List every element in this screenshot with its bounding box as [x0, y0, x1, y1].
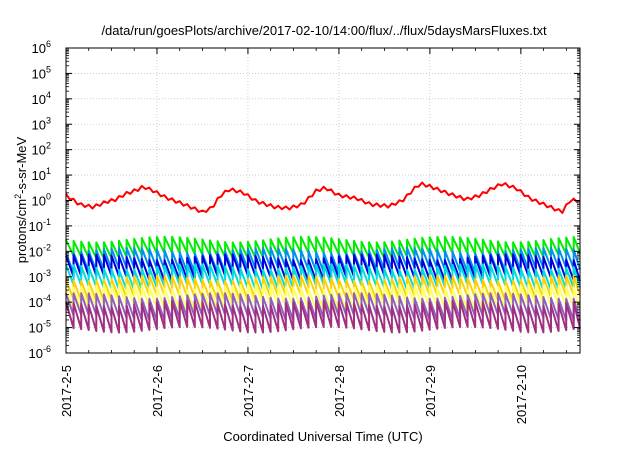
y-tick-exponent: 2 — [46, 141, 51, 151]
y-tick-label: 106 — [32, 39, 51, 56]
y-tick-exponent: 5 — [46, 64, 51, 74]
y-tick-exponent: 3 — [46, 115, 51, 125]
y-axis-title-post: -s-sr-MeV — [14, 136, 29, 193]
x-tick-label: 2017-2-5 — [59, 365, 74, 417]
y-tick-exponent: -5 — [43, 319, 51, 329]
x-tick-label: 2017-2-6 — [150, 365, 165, 417]
y-tick-labels: 10-610-510-410-310-210-11001011021031041… — [29, 39, 51, 361]
y-tick-exponent: 0 — [46, 192, 51, 202]
x-axis-title: Coordinated Universal Time (UTC) — [223, 429, 422, 444]
x-tick-labels: 2017-2-5 2017-2-6 2017-2-7 2017-2-8 2017-2-9… — [59, 365, 529, 424]
y-tick-label: 10-6 — [29, 344, 51, 361]
series-line-1 — [65, 235, 581, 260]
series-line-5 — [65, 274, 581, 302]
x-tick-label: 2017-2-7 — [241, 365, 256, 417]
y-tick-label: 102 — [32, 141, 51, 158]
y-tick-label: 10-1 — [29, 217, 51, 234]
y-tick-exponent: 1 — [46, 166, 51, 176]
series-line-0 — [65, 181, 579, 214]
data-series — [65, 181, 581, 334]
x-tick-label: 2017-2-10 — [514, 365, 529, 424]
y-tick-exponent: -1 — [43, 217, 51, 227]
axis-ticks — [65, 47, 580, 354]
chart-title: /data/run/goesPlots/archive/2017-02-10/1… — [101, 23, 547, 38]
y-axis-title-sup: 2 — [13, 194, 23, 199]
y-tick-exponent: -4 — [43, 293, 51, 303]
y-tick-label: 100 — [32, 192, 51, 209]
y-tick-label: 10-3 — [29, 268, 51, 285]
y-tick-label: 103 — [32, 115, 51, 132]
y-tick-exponent: -2 — [43, 242, 51, 252]
y-tick-label: 101 — [32, 166, 51, 183]
y-tick-exponent: -3 — [43, 268, 51, 278]
x-tick-label: 2017-2-9 — [423, 365, 438, 417]
y-tick-exponent: -6 — [43, 344, 51, 354]
series-line-4 — [65, 263, 581, 291]
y-axis-title-pre: protons/cm — [14, 199, 29, 263]
y-tick-label: 104 — [32, 90, 51, 107]
x-tick-label: 2017-2-8 — [332, 365, 347, 417]
y-tick-exponent: 4 — [46, 90, 51, 100]
y-tick-label: 105 — [32, 64, 51, 81]
y-tick-label: 10-5 — [29, 319, 51, 336]
y-tick-label: 10-2 — [29, 242, 51, 259]
y-tick-exponent: 6 — [46, 39, 51, 49]
series-line-8 — [65, 299, 581, 334]
y-axis-title: protons/cm2-s-sr-MeV — [13, 136, 29, 263]
y-tick-label: 10-4 — [29, 293, 51, 310]
